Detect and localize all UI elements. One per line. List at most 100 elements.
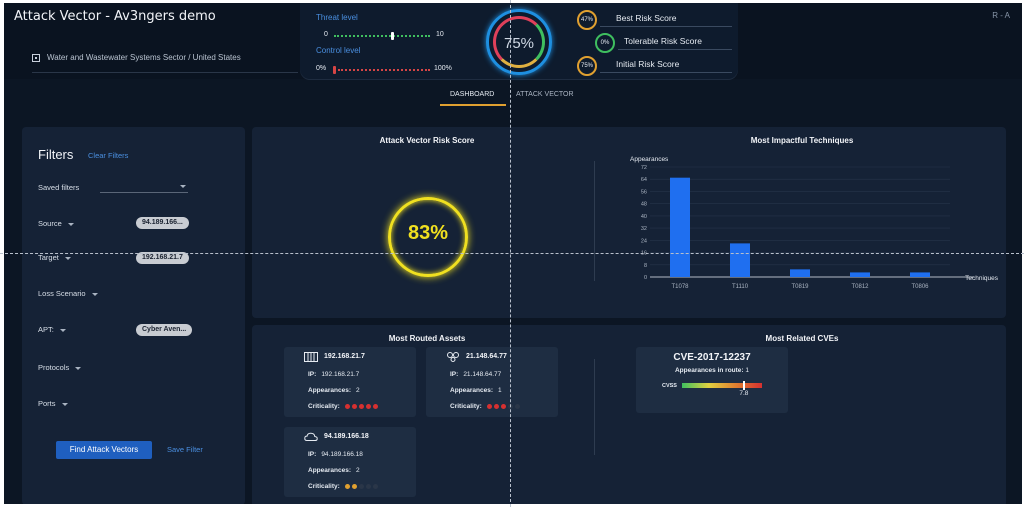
asset-card[interactable]: 21.148.64.77 IP: 21.148.64.77 Appearances… <box>426 347 558 417</box>
assets-and-cves-card: Most Routed Assets Most Related CVEs 192… <box>252 325 1006 504</box>
ports-filter[interactable]: Ports <box>38 399 68 408</box>
find-attack-vectors-button[interactable]: Find Attack Vectors <box>56 441 152 459</box>
criticality-dot-empty <box>358 483 364 489</box>
threat-level-label: Threat level <box>316 13 358 22</box>
techniques-title: Most Impactful Techniques <box>750 136 854 145</box>
ports-label: Ports <box>38 399 56 408</box>
clear-filters-link[interactable]: Clear Filters <box>88 151 129 160</box>
divider <box>594 161 595 281</box>
active-tab-indicator <box>440 104 506 106</box>
criticality-rating <box>344 483 380 490</box>
y-tick-label: 32 <box>641 226 647 232</box>
best-risk-label: Best Risk Score <box>616 13 677 23</box>
x-tick-label: T1078 <box>671 284 689 290</box>
source-chip[interactable]: 94.189.166... <box>136 217 189 229</box>
tab-dashboard[interactable]: DASHBOARD <box>450 91 495 98</box>
initial-risk-circle: 75% <box>577 56 597 76</box>
divider <box>600 72 732 73</box>
risk-summary-panel: Threat level 0 10 Control level 0% 100% … <box>300 3 738 79</box>
criticality-dot-filled <box>372 403 378 409</box>
risk-score-title: Attack Vector Risk Score <box>379 136 475 145</box>
criticality-dot-filled <box>344 483 350 489</box>
cvss-label: CVSS <box>662 383 677 389</box>
risk-and-techniques-card: Attack Vector Risk Score 83% Most Impact… <box>252 127 1006 318</box>
sector-text: Water and Wastewater Systems Sector / Un… <box>47 53 241 62</box>
sector-selector[interactable]: Water and Wastewater Systems Sector / Un… <box>32 53 298 73</box>
asset-name: 94.189.166.18 <box>324 433 369 440</box>
control-slider[interactable] <box>338 69 430 71</box>
ip-label: IP: <box>308 451 317 458</box>
filters-title: Filters <box>38 147 74 162</box>
bar-t0806 <box>910 272 930 277</box>
asset-ip: 94.189.166.18 <box>321 451 363 458</box>
asset-card[interactable]: 192.168.21.7 IP: 192.168.21.7 Appearances… <box>284 347 416 417</box>
x-tick-label: T0812 <box>851 284 869 290</box>
y-tick-label: 48 <box>641 202 647 208</box>
saved-filters-select[interactable] <box>100 181 188 193</box>
loss-scenario-filter[interactable]: Loss Scenario <box>38 289 98 298</box>
best-risk-circle: 47% <box>577 10 597 30</box>
target-label: Target <box>38 253 59 262</box>
cvss-marker <box>743 381 746 390</box>
y-tick-label: 56 <box>641 189 647 195</box>
bar-t1078 <box>670 177 690 277</box>
cve-card[interactable]: CVE-2017-12237 Appearances in route: 1 C… <box>636 347 788 413</box>
asset-ip-row: IP: 21.148.64.77 <box>450 371 501 378</box>
asset-appearances: 1 <box>498 387 502 394</box>
target-chip[interactable]: 192.168.21.7 <box>136 252 189 264</box>
cloud-icon <box>304 432 318 441</box>
tolerable-risk-circle: 0% <box>595 33 615 53</box>
target-filter[interactable]: Target <box>38 253 71 262</box>
asset-ip-row: IP: 192.168.21.7 <box>308 371 359 378</box>
asset-appearances-row: Appearances: 2 <box>308 387 360 394</box>
loss-scenario-label: Loss Scenario <box>38 289 86 298</box>
assets-title: Most Routed Assets <box>388 334 466 343</box>
chevron-down-icon <box>64 256 71 260</box>
asset-ip-row: IP: 94.189.166.18 <box>308 451 363 458</box>
y-tick-label: 24 <box>641 238 647 244</box>
save-filter-link[interactable]: Save Filter <box>167 445 203 454</box>
asset-name: 21.148.64.77 <box>466 353 507 360</box>
criticality-dot-filled <box>493 403 499 409</box>
x-axis-label: Techniques <box>965 275 999 282</box>
asset-ip: 21.148.64.77 <box>463 371 502 378</box>
divider <box>600 26 732 27</box>
protocols-filter[interactable]: Protocols <box>38 363 82 372</box>
y-tick-label: 40 <box>641 214 647 220</box>
apt-label: APT: <box>38 325 54 334</box>
asset-appearances: 2 <box>356 467 360 474</box>
protocols-label: Protocols <box>38 363 70 372</box>
criticality-dot-filled <box>351 483 357 489</box>
y-tick-label: 8 <box>644 263 647 269</box>
user-initials[interactable]: R - A <box>992 11 1010 20</box>
filters-panel: Filters Clear Filters Saved filters Sour… <box>22 127 245 504</box>
threat-min: 0 <box>324 31 328 38</box>
apt-filter[interactable]: APT: <box>38 325 66 334</box>
asset-appearances: 2 <box>356 387 360 394</box>
threat-slider-handle[interactable] <box>390 32 394 40</box>
criticality-label: Criticality: <box>308 483 340 490</box>
source-filter[interactable]: Source <box>38 219 74 228</box>
network-icon <box>447 352 459 362</box>
y-axis-label: Appearances <box>630 156 669 163</box>
control-level-label: Control level <box>316 46 361 55</box>
control-slider-handle[interactable] <box>333 66 336 74</box>
initial-risk-label: Initial Risk Score <box>616 59 680 69</box>
asset-name: 192.168.21.7 <box>324 353 365 360</box>
criticality-dot-empty <box>365 483 371 489</box>
ip-label: IP: <box>308 371 317 378</box>
apt-chip[interactable]: Cyber Aven... <box>136 324 193 336</box>
x-tick-label: T0806 <box>911 284 929 290</box>
tab-attack-vector[interactable]: ATTACK VECTOR <box>516 91 574 98</box>
chevron-down-icon <box>59 328 66 332</box>
threat-slider[interactable] <box>334 35 430 37</box>
criticality-dot-filled <box>358 403 364 409</box>
cve-id: CVE-2017-12237 <box>673 352 751 363</box>
x-tick-label: T0819 <box>791 284 809 290</box>
overall-risk-gauge: 75% <box>486 9 552 75</box>
source-label: Source <box>38 219 62 228</box>
asset-card[interactable]: 94.189.166.18 IP: 94.189.166.18 Appearanc… <box>284 427 416 497</box>
y-tick-label: 72 <box>641 165 647 171</box>
saved-filters-label: Saved filters <box>38 183 80 192</box>
